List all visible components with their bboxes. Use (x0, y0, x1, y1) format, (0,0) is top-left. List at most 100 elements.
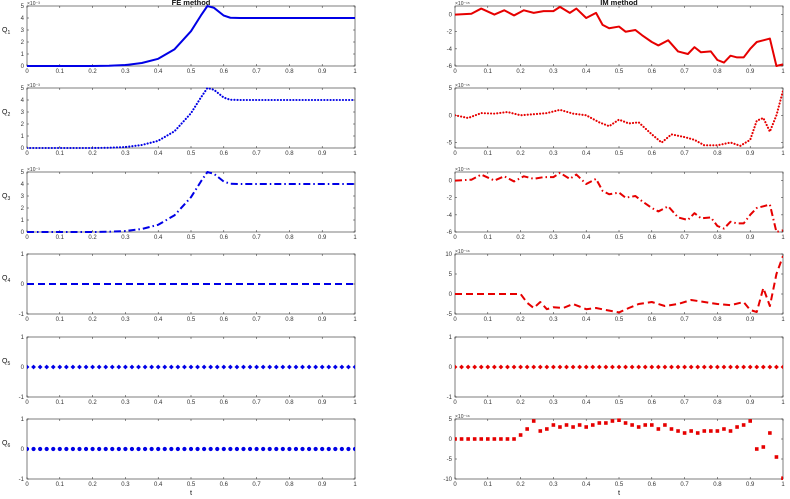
exponent-label: ×10⁻³ (27, 167, 40, 173)
x-tick-label: 0 (25, 317, 29, 323)
y-axis-label-sub: 6 (7, 443, 10, 449)
series-line (455, 171, 783, 233)
x-tick-label: 0.2 (516, 400, 525, 406)
x-tick-label: 0.1 (56, 235, 65, 241)
x-tick-label: 0.3 (549, 317, 558, 323)
exponent-label: ×10⁻¹⁵ (455, 167, 470, 173)
data-point (57, 364, 63, 370)
y-axis-label-sub: 5 (7, 361, 10, 367)
data-point (590, 364, 596, 370)
x-tick-label: 0.5 (615, 69, 624, 75)
y-tick-label: 0 (449, 365, 453, 371)
data-point (247, 446, 253, 452)
data-point (175, 364, 181, 370)
y-tick-label: 5 (21, 4, 25, 10)
x-tick-label: 0.5 (187, 400, 196, 406)
data-point (27, 364, 30, 370)
x-tick-label: 0 (453, 482, 457, 488)
x-tick-label: 0.3 (121, 482, 130, 488)
x-tick-label: 0.5 (187, 151, 196, 157)
data-point (162, 446, 167, 452)
data-point (27, 446, 30, 452)
data-point (77, 364, 82, 370)
data-point (293, 446, 299, 452)
data-point (465, 364, 471, 370)
y-tick-label: -1 (19, 312, 25, 318)
data-point (544, 364, 550, 370)
data-point (90, 364, 95, 370)
data-point (326, 446, 331, 452)
y-tick-label: 10 (445, 252, 452, 258)
data-point (525, 427, 529, 431)
data-point (247, 364, 253, 370)
data-point (479, 437, 484, 441)
x-tick-label: 0.2 (516, 482, 525, 488)
series-group (455, 418, 783, 480)
x-tick-label: 0.3 (549, 400, 558, 406)
data-point (511, 364, 517, 370)
y-tick-label: 0 (21, 64, 25, 70)
exponent-label: ×10⁻¹⁶ (455, 249, 470, 255)
x-tick-label: 0.6 (220, 317, 229, 323)
x-tick-label: 0.6 (648, 400, 657, 406)
series-line (455, 255, 783, 314)
x-tick-label: 0.8 (713, 482, 722, 488)
data-point (564, 364, 569, 370)
y-axis-label-main: Q (2, 27, 8, 34)
data-point (155, 364, 161, 370)
data-point (169, 446, 174, 452)
x-tick-label: 0.9 (746, 151, 755, 157)
data-point (570, 364, 576, 370)
data-point (459, 364, 464, 370)
subplot-right-1: 0 0.1 0.2 0.3 0.4 0.5 0.6 0.7 0.8 0.9 1-6-4-20×10⁻… (447, 0, 786, 75)
data-point (202, 446, 207, 452)
x-tick-label: 0.8 (285, 69, 294, 75)
axes-box (454, 87, 784, 149)
data-point (767, 364, 773, 370)
x-tick-label: 0.7 (252, 317, 261, 323)
data-point (38, 446, 43, 452)
series-group (455, 5, 783, 67)
x-tick-label: 0.1 (56, 317, 65, 323)
x-tick-label: 1 (781, 151, 785, 157)
series-group (455, 171, 783, 233)
data-point (51, 446, 56, 452)
data-point (781, 476, 783, 480)
y-axis-label-main: Q (2, 193, 8, 200)
data-point (688, 364, 694, 370)
y-tick-label: -4 (447, 213, 453, 219)
data-point (689, 429, 693, 433)
x-tick-label: 0.5 (615, 400, 624, 406)
series-line (455, 5, 783, 67)
data-point (583, 364, 589, 370)
y-tick-label: 0 (21, 365, 25, 371)
x-tick-label: 0.4 (582, 482, 591, 488)
x-tick-label: 0.7 (252, 235, 261, 241)
data-point (333, 446, 338, 452)
data-point (136, 446, 141, 452)
x-tick-label: 0.4 (582, 151, 591, 157)
x-tick-label: 0.8 (285, 151, 294, 157)
data-point (531, 364, 537, 370)
data-point (774, 455, 779, 459)
data-point (643, 423, 648, 427)
x-tick-label: 0.6 (220, 151, 229, 157)
x-axis-label: t (618, 488, 621, 497)
x-tick-label: 0.7 (252, 400, 261, 406)
y-tick-label: 0 (21, 230, 25, 236)
x-tick-label: 0.2 (88, 317, 97, 323)
y-axis-label-main: Q (2, 358, 8, 365)
data-point (741, 364, 747, 370)
x-tick-label: 0.4 (154, 235, 163, 241)
data-point (616, 364, 622, 370)
y-tick-label: -4 (447, 47, 453, 53)
data-point (754, 447, 759, 451)
data-point (214, 364, 220, 370)
data-point (577, 423, 582, 427)
data-point (175, 446, 180, 452)
series-group (455, 89, 783, 147)
data-point (499, 437, 503, 441)
y-tick-label: 0 (21, 282, 25, 288)
series-group (455, 255, 783, 314)
